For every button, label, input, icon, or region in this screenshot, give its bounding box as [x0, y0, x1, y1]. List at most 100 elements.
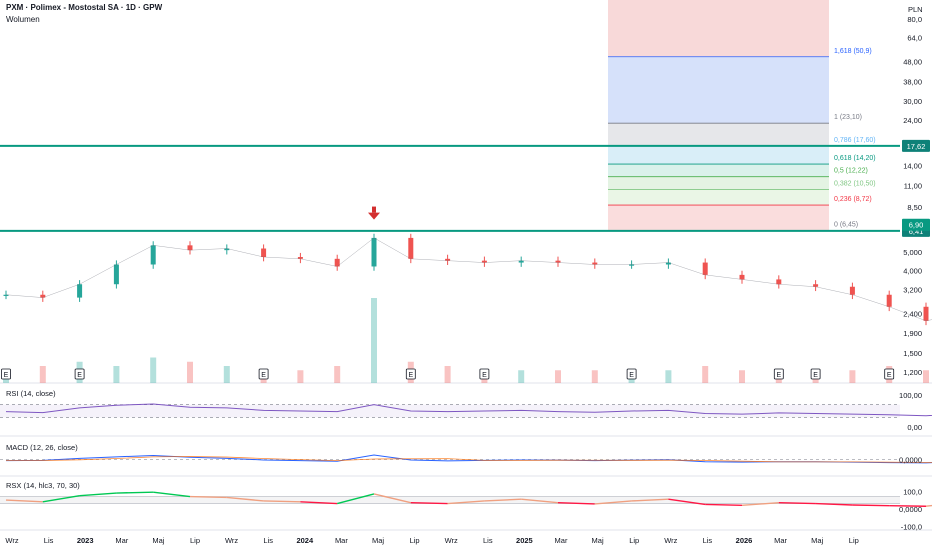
time-axis-tick: Lip	[849, 536, 859, 545]
volume-label: Wolumen	[6, 15, 40, 24]
time-axis-tick: Lis	[263, 536, 273, 545]
price-candle	[481, 260, 487, 263]
macd-label: MACD (12, 26, close)	[6, 443, 78, 452]
price-candle	[371, 237, 377, 267]
price-axis-tick: 1,200	[903, 368, 922, 377]
earnings-marker-label: E	[408, 372, 413, 379]
fib-zone	[608, 0, 829, 57]
rsx-segment	[263, 500, 301, 503]
volume-bar	[371, 298, 377, 383]
rsx-segment	[925, 504, 932, 507]
price-candle	[261, 248, 267, 258]
price-candle	[518, 260, 524, 263]
fib-zone	[608, 56, 829, 124]
earnings-marker-label: E	[887, 372, 892, 379]
fib-zone	[608, 123, 829, 147]
fib-level-label: 0,786 (17,60)	[834, 137, 876, 144]
volume-bar	[591, 370, 598, 383]
price-candle	[776, 279, 782, 285]
price-candle	[813, 284, 819, 287]
earnings-marker-label: E	[813, 372, 818, 379]
rsx-segment	[226, 496, 264, 502]
rsx-segment	[300, 501, 338, 505]
price-candle	[187, 245, 193, 251]
time-axis-tick: Mar	[774, 536, 787, 545]
time-axis-tick: Maj	[811, 536, 823, 545]
earnings-marker	[810, 368, 821, 380]
volume-bar	[150, 357, 157, 383]
volume-bar	[739, 370, 745, 383]
volume-bar	[113, 366, 120, 383]
rsx-axis-tick: -100,0	[901, 522, 922, 531]
rsx-segment	[815, 502, 853, 506]
rsx-axis-tick: 100,0	[903, 487, 922, 496]
price-candle	[555, 260, 561, 263]
earnings-marker-label: E	[77, 372, 82, 379]
price-axis-tick: 64,0	[907, 34, 922, 43]
currency-label: PLN	[908, 5, 923, 14]
price-candle	[224, 248, 230, 251]
time-axis-tick: 2024	[296, 536, 314, 545]
rsx-segment	[557, 502, 595, 505]
volume-bar	[334, 366, 341, 383]
macd-signal-line	[5, 456, 932, 463]
level-price-label: 6,41	[909, 227, 924, 236]
price-axis-tick: 5,000	[903, 248, 922, 257]
price-candle	[923, 306, 929, 321]
volume-bar	[297, 370, 304, 383]
volume-bar	[702, 366, 709, 383]
price-axis-tick: 1,500	[903, 349, 922, 358]
price-candle	[297, 257, 303, 259]
price-axis-tick: 48,00	[903, 58, 922, 67]
volume-bar	[665, 370, 672, 383]
rsx-segment	[594, 500, 632, 505]
macd-line	[5, 454, 932, 464]
rsx-segment	[79, 492, 117, 497]
fib-zone	[608, 146, 829, 165]
earnings-marker	[258, 368, 269, 380]
earnings-marker	[626, 368, 637, 380]
price-axis-tick: 1,900	[903, 329, 922, 338]
fib-level-label: 0,618 (14,20)	[834, 155, 876, 162]
earnings-marker-label: E	[261, 372, 266, 379]
earnings-marker	[1, 368, 11, 380]
fib-level-label: 0,236 (8,72)	[834, 196, 872, 203]
fib-zone	[608, 205, 829, 231]
rsx-band-fill	[0, 496, 900, 504]
fib-zone	[608, 189, 829, 206]
volume-bar	[223, 366, 230, 383]
volume-bar	[187, 361, 193, 383]
earnings-marker	[405, 368, 416, 380]
rsx-segment	[153, 491, 191, 498]
level-price-label: 17,62	[907, 142, 926, 151]
rsx-segment	[852, 504, 890, 507]
rsi-band-fill	[0, 404, 900, 418]
price-candle	[629, 264, 635, 266]
time-axis-tick: Mar	[555, 536, 568, 545]
arrow-marker-stem	[372, 206, 376, 213]
rsx-segment	[447, 500, 485, 505]
time-axis-tick: Lis	[483, 536, 493, 545]
time-axis-tick: Wrz	[225, 536, 238, 545]
price-candle	[849, 286, 855, 295]
rsx-segment	[741, 502, 779, 507]
price-axis-tick: 14,00	[903, 161, 922, 170]
volume-bar	[518, 370, 525, 383]
price-axis-tick: 3,200	[903, 285, 922, 294]
rsi-axis-tick: 100,00	[899, 391, 922, 400]
rsx-segment	[373, 493, 411, 504]
time-axis-tick: Lip	[190, 536, 200, 545]
rsx-segment	[42, 494, 80, 503]
time-axis-tick: Mar	[335, 536, 348, 545]
price-axis-tick: 11,00	[904, 182, 922, 191]
rsx-segment	[521, 498, 559, 504]
volume-bar	[39, 366, 46, 383]
time-axis-tick: Wrz	[664, 536, 677, 545]
price-candle	[739, 274, 745, 280]
time-axis-tick: Maj	[152, 536, 164, 545]
earnings-marker	[773, 368, 784, 380]
volume-bar	[849, 370, 856, 383]
rsx-segment	[410, 502, 448, 505]
rsi-label: RSI (14, close)	[6, 389, 56, 398]
